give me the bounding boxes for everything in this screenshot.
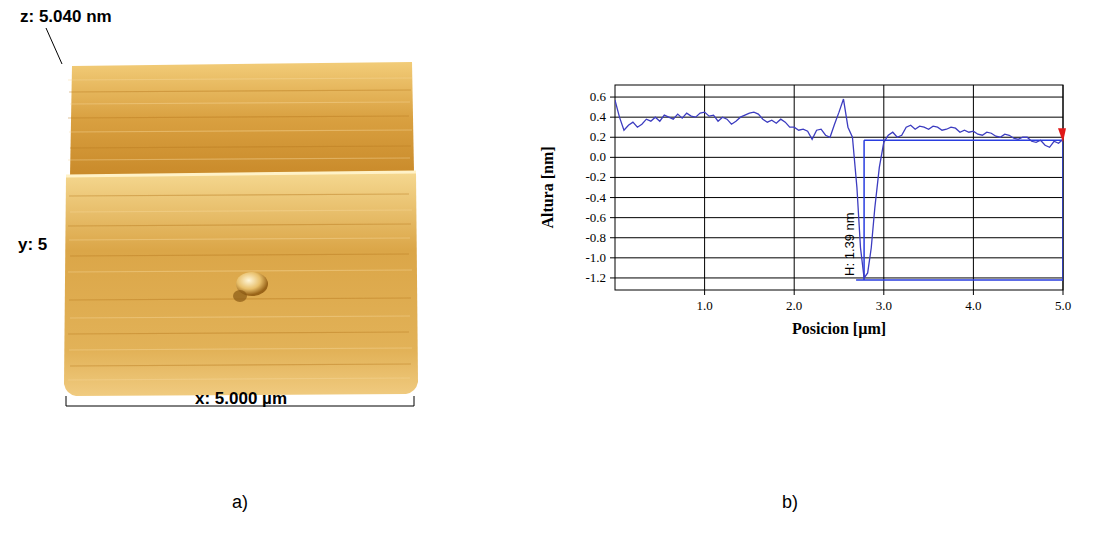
afm-streak [68, 270, 412, 272]
afm-label: y: 5 [18, 235, 47, 254]
grid-line [794, 85, 795, 290]
tick-mark [610, 197, 615, 198]
afm-image [46, 28, 418, 406]
tick-label: 4.0 [965, 298, 981, 313]
tick-label: 5.0 [1055, 298, 1071, 313]
tick-label: -1.0 [585, 250, 606, 265]
grid-line [704, 85, 705, 290]
grid-line [615, 237, 1063, 238]
tick-label: -1.2 [585, 270, 606, 285]
tick-mark [610, 157, 615, 158]
tick-mark [973, 290, 974, 295]
afm-streak [70, 316, 410, 318]
tick-label: 2.0 [786, 298, 802, 313]
tick-label: -0.4 [585, 190, 606, 205]
afm-streak [69, 194, 409, 196]
tick-mark [610, 217, 615, 218]
afm-streak [69, 238, 410, 240]
cursor-marker [1058, 128, 1066, 142]
panel-label: a) [232, 492, 248, 512]
tick-label: 0.6 [590, 89, 607, 104]
grid-line [615, 277, 1063, 278]
height-cursor [856, 140, 1063, 280]
tick-mark [883, 290, 884, 295]
tick-mark [610, 177, 615, 178]
plot-marks [615, 99, 1063, 280]
grid-line [615, 157, 1063, 158]
grid-line [615, 197, 1063, 198]
panel-label: b) [782, 492, 798, 512]
tick-label: 1.0 [696, 298, 712, 313]
profile-line [615, 99, 1063, 278]
annotation-label: H: 1.39 nm [842, 212, 857, 276]
afm-streak [68, 378, 410, 380]
grid-line [883, 85, 884, 290]
afm-step-edge [66, 172, 416, 176]
afm-streak [68, 116, 409, 118]
tick-mark [610, 257, 615, 258]
afm-streak [70, 210, 412, 212]
afm-label: x: 5.000 µm [195, 389, 287, 408]
tick-mark [794, 290, 795, 295]
profile-chart: 0.6 0.4 0.2 0.0 -0.2 -0.4 -0.6 -0.8 -1.0 -1.2 1.0 2… [539, 85, 1071, 338]
tick-label: -0.6 [585, 210, 606, 225]
afm-streak [68, 224, 411, 226]
tick-mark [610, 137, 615, 138]
tick-mark [610, 277, 615, 278]
axis-title: Posicion [µm] [792, 320, 886, 338]
grid-line [615, 177, 1063, 178]
afm-streak [69, 90, 411, 92]
tick-label: 0.0 [590, 149, 606, 164]
afm-streak [68, 158, 410, 160]
afm-streak [70, 254, 409, 256]
tick-label: 0.4 [590, 109, 607, 124]
afm-streak [70, 364, 411, 366]
grid-line [615, 257, 1063, 258]
afm-streak [69, 348, 412, 350]
afm-streak [70, 102, 410, 104]
plot-frame [615, 85, 1063, 290]
afm-streak [68, 332, 409, 334]
grid-line [615, 217, 1063, 218]
tick-mark [610, 97, 615, 98]
axis-title: Altura [nm] [539, 146, 556, 228]
grid-line [973, 85, 974, 290]
afm-z-leader [46, 28, 62, 64]
afm-streak [69, 130, 412, 132]
tick-mark [1063, 290, 1064, 295]
tick-mark [610, 117, 615, 118]
grid-line [615, 97, 1063, 98]
tick-label: -0.8 [585, 230, 606, 245]
figure: z: 5.040 nmy: 5x: 5.000 µma)b)0.60.40.20… [0, 0, 1095, 539]
tick-mark [610, 237, 615, 238]
tick-label: 3.0 [876, 298, 892, 313]
tick-label: -0.2 [585, 169, 606, 184]
afm-front-terrace [64, 172, 418, 396]
afm-streak [68, 78, 412, 80]
afm-label: z: 5.040 nm [20, 7, 112, 26]
afm-pit [233, 290, 247, 302]
tick-label: 0.2 [590, 129, 606, 144]
afm-streak [70, 146, 411, 148]
tick-mark [704, 290, 705, 295]
